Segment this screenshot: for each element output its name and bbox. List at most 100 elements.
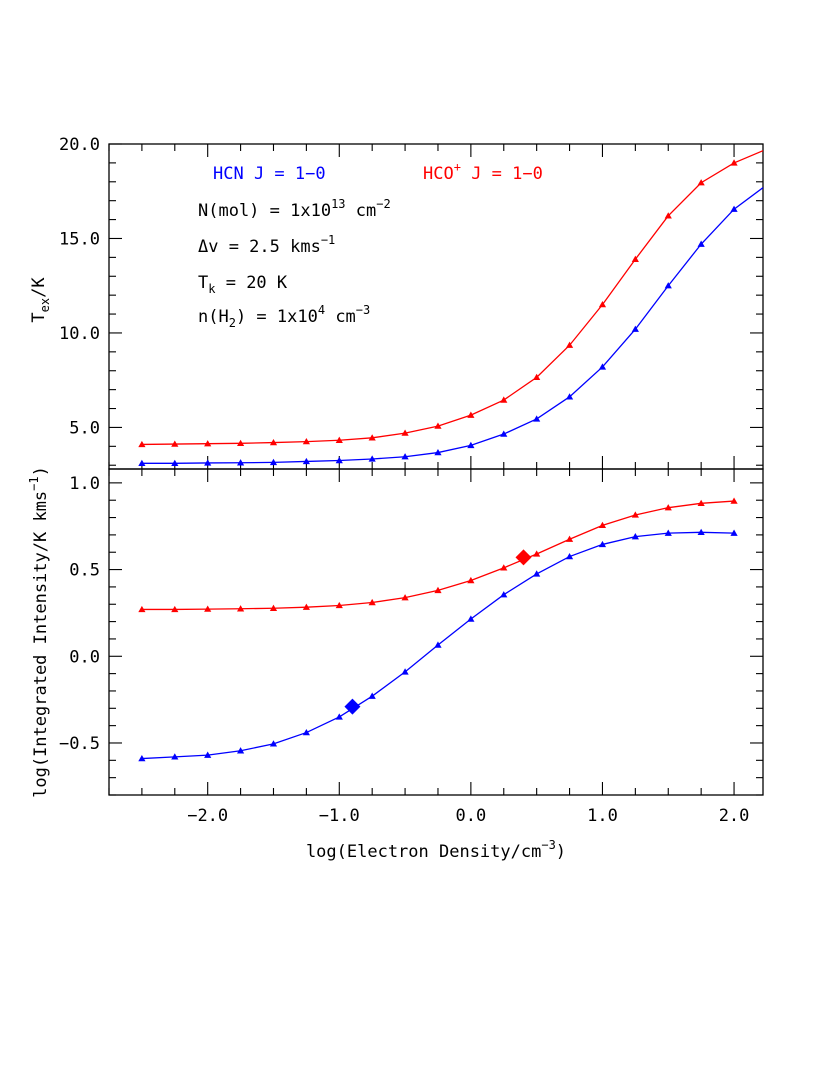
- data-point-hco: [631, 511, 639, 518]
- data-point-hco: [565, 535, 574, 542]
- bottom-panel-series: [138, 497, 738, 762]
- data-point-hco: [664, 212, 672, 219]
- data-point-hcn: [236, 459, 245, 466]
- data-point-hco: [631, 255, 639, 262]
- data-point-hco: [730, 497, 738, 504]
- data-point-hcn: [401, 668, 409, 675]
- bottom-ylabel: log(Integrated Intensity/K kms−1): [27, 466, 51, 798]
- y-tick-label: 10.0: [59, 324, 100, 344]
- data-point-hcn: [204, 459, 212, 466]
- top-ylabel: Tex/K: [29, 277, 52, 323]
- y-tick-label: 1.0: [69, 474, 100, 494]
- legend-hcn: HCN J = 1−0: [213, 164, 326, 184]
- data-point-hco: [401, 429, 409, 436]
- data-point-hco: [565, 341, 574, 348]
- data-point-hco: [467, 411, 475, 418]
- data-point-hcn: [236, 747, 245, 754]
- bottom-xlabel: log(Electron Density/cm−3): [306, 838, 566, 862]
- data-point-hco: [302, 438, 310, 445]
- x-tick-label: −2.0: [187, 806, 228, 826]
- data-point-hco: [335, 601, 343, 609]
- data-point-hco: [335, 436, 343, 443]
- data-point-hcn: [664, 282, 672, 289]
- y-tick-label: −0.5: [59, 734, 100, 754]
- x-tick-label: 2.0: [719, 806, 750, 826]
- data-point-hcn: [335, 456, 343, 464]
- data-point-hcn: [269, 458, 278, 466]
- data-point-hco: [697, 179, 705, 186]
- data-point-hcn: [533, 415, 541, 422]
- data-point-hcn: [171, 753, 179, 760]
- data-point-hcn: [565, 393, 574, 400]
- data-point-hcn: [500, 430, 508, 437]
- data-point-hco: [302, 603, 310, 610]
- data-point-hcn: [368, 692, 376, 699]
- data-point-hcn: [269, 740, 278, 747]
- series-line-hcn: [141, 187, 764, 464]
- annotation-dv: Δv = 2.5 kms−1: [198, 233, 335, 257]
- data-point-hco: [598, 521, 607, 529]
- y-tick-label: 5.0: [69, 418, 100, 438]
- annotation-nh2: n(H2) = 1x104 cm−3: [198, 303, 370, 330]
- data-point-hcn: [598, 540, 607, 548]
- y-tick-label: 0.0: [69, 647, 100, 667]
- data-point-hco: [533, 373, 541, 381]
- data-point-hco: [171, 605, 179, 613]
- data-point-hco: [730, 159, 738, 166]
- data-point-hcn: [697, 528, 705, 535]
- highlight-marker-hcn: [344, 698, 361, 715]
- data-point-hcn: [697, 240, 705, 247]
- data-point-hcn: [335, 713, 343, 720]
- data-point-hco: [138, 605, 146, 613]
- series-line-hco: [141, 150, 764, 446]
- data-point-hco: [204, 440, 212, 447]
- data-point-hcn: [401, 453, 409, 460]
- legend-hco: HCO+ J = 1−0: [423, 160, 543, 184]
- data-point-hcn: [730, 529, 738, 536]
- data-point-hco: [269, 604, 278, 611]
- data-point-hco: [269, 438, 278, 446]
- data-point-hcn: [631, 533, 639, 540]
- data-point-hcn: [434, 641, 442, 648]
- data-point-hcn: [434, 448, 442, 456]
- data-point-hcn: [467, 615, 475, 622]
- annotation-tk: Tk = 20 K: [198, 273, 288, 296]
- data-point-hcn: [302, 457, 310, 465]
- y-tick-label: 20.0: [59, 135, 100, 155]
- data-point-hco: [467, 576, 475, 584]
- data-point-hco: [204, 605, 212, 612]
- data-point-hcn: [368, 455, 376, 462]
- data-point-hcn: [631, 325, 639, 332]
- data-point-hco: [697, 499, 705, 507]
- data-point-hco: [236, 439, 245, 447]
- data-point-hcn: [302, 728, 310, 736]
- y-tick-label: 15.0: [59, 229, 100, 249]
- data-point-hcn: [467, 441, 475, 449]
- data-point-hco: [138, 440, 146, 448]
- data-point-hco: [368, 434, 376, 441]
- data-point-hcn: [204, 751, 212, 758]
- y-tick-label: 0.5: [69, 561, 100, 581]
- annotation-nmol: N(mol) = 1x1013 cm−2: [198, 197, 391, 221]
- data-point-hco: [500, 396, 508, 403]
- data-point-hco: [664, 504, 672, 511]
- data-point-hcn: [533, 570, 541, 577]
- x-tick-label: 0.0: [456, 806, 487, 826]
- data-point-hco: [533, 550, 541, 557]
- bottom-panel: −0.5 0.0 0.5 1.0 −2.0 −1.0 0.0 1.0 2.0 log(Integ…: [27, 466, 764, 862]
- bottom-panel-ticks: −0.5 0.0 0.5 1.0 −2.0 −1.0 0.0 1.0 2.0: [59, 469, 763, 826]
- data-point-hco: [236, 605, 245, 612]
- data-point-hcn: [171, 459, 179, 467]
- data-point-hco: [598, 301, 607, 308]
- data-point-hcn: [138, 754, 146, 762]
- top-panel-series: [138, 150, 764, 467]
- x-tick-label: −1.0: [319, 806, 360, 826]
- data-point-hco: [171, 440, 179, 447]
- x-tick-label: 1.0: [587, 806, 618, 826]
- top-panel: 5.0 10.0 15.0 20.0 Tex/K HCN J = 1−0 HCO+ J…: [29, 135, 764, 470]
- data-point-hco: [401, 594, 409, 601]
- highlight-marker-hco: [515, 549, 532, 566]
- data-point-hcn: [500, 591, 508, 598]
- top-panel-ticks: 5.0 10.0 15.0 20.0: [59, 135, 763, 469]
